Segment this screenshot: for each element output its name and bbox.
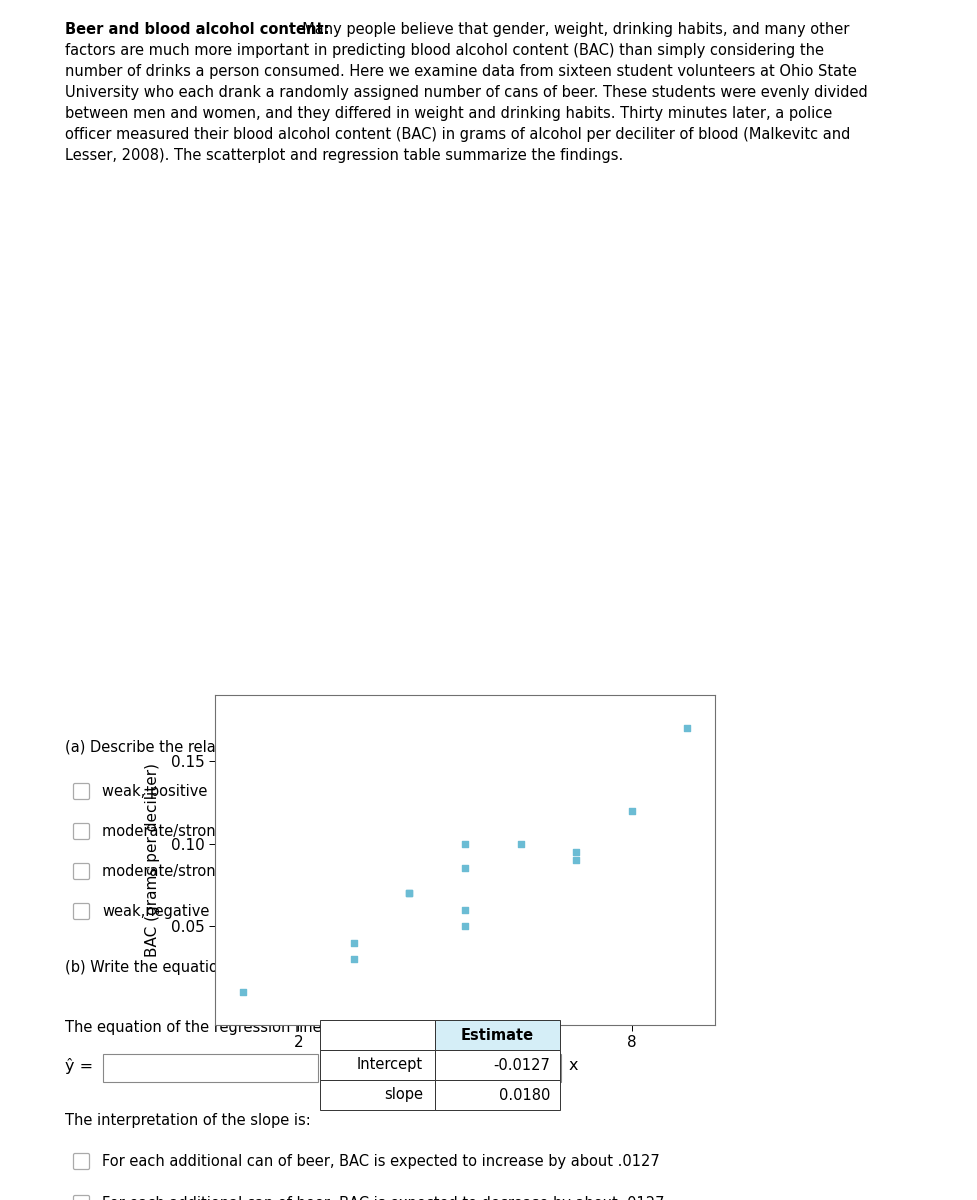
Text: University who each drank a randomly assigned number of cans of beer. These stud: University who each drank a randomly ass… <box>65 85 868 100</box>
Text: -0.0127: -0.0127 <box>493 1057 550 1073</box>
Bar <box>320 1080 435 1110</box>
Text: (a) Describe the relationship between the number of cans of beer (x) and BAC (y): (a) Describe the relationship between th… <box>65 740 668 755</box>
Point <box>457 917 473 936</box>
Bar <box>435 1020 560 1050</box>
Text: 0.0180: 0.0180 <box>499 1087 550 1103</box>
FancyBboxPatch shape <box>73 904 90 919</box>
Bar <box>435 1050 560 1080</box>
Text: Beer and blood alcohol content:: Beer and blood alcohol content: <box>65 22 329 37</box>
Point <box>569 851 584 870</box>
Point <box>513 834 529 853</box>
Text: (b) Write the equation of the regression line. Interpret the slope in context.: (b) Write the equation of the regression… <box>65 960 616 974</box>
Text: Intercept: Intercept <box>357 1057 423 1073</box>
Text: Estimate: Estimate <box>461 1027 534 1043</box>
Text: Lesser, 2008). The scatterplot and regression table summarize the findings.: Lesser, 2008). The scatterplot and regre… <box>65 148 623 163</box>
Text: factors are much more important in predicting blood alcohol content (BAC) than s: factors are much more important in predi… <box>65 43 824 58</box>
FancyBboxPatch shape <box>73 784 90 799</box>
FancyBboxPatch shape <box>73 864 90 880</box>
Bar <box>346 1054 561 1082</box>
Text: moderate/strong, positive: moderate/strong, positive <box>102 864 291 878</box>
Text: The interpretation of the slope is:: The interpretation of the slope is: <box>65 1114 311 1128</box>
Point <box>457 900 473 919</box>
FancyBboxPatch shape <box>73 823 90 840</box>
Point <box>457 859 473 878</box>
Point <box>346 949 361 968</box>
Point <box>402 883 417 902</box>
Y-axis label: BAC (grams per deciliter): BAC (grams per deciliter) <box>145 763 159 958</box>
Text: officer measured their blood alcohol content (BAC) in grams of alcohol per decil: officer measured their blood alcohol con… <box>65 127 850 142</box>
Bar <box>320 1020 435 1050</box>
Point <box>457 834 473 853</box>
Text: ŷ =: ŷ = <box>65 1058 93 1074</box>
FancyBboxPatch shape <box>73 1195 90 1200</box>
Text: moderate/strong, negative: moderate/strong, negative <box>102 824 298 839</box>
Text: between men and women, and they differed in weight and drinking habits. Thirty m: between men and women, and they differed… <box>65 106 832 121</box>
Text: Many people believe that gender, weight, drinking habits, and many other: Many people believe that gender, weight,… <box>293 22 849 37</box>
Point <box>346 932 361 952</box>
Point <box>624 800 640 820</box>
Text: slope: slope <box>384 1087 423 1103</box>
Text: x: x <box>569 1058 578 1073</box>
Text: weak, positive: weak, positive <box>102 784 207 799</box>
Text: The equation of the regression line is: The equation of the regression line is <box>65 1020 343 1034</box>
Text: For each additional can of beer, BAC is expected to increase by about .0127: For each additional can of beer, BAC is … <box>102 1154 659 1169</box>
Bar <box>103 1054 318 1082</box>
Point <box>679 719 695 738</box>
X-axis label: Cans of beer: Cans of beer <box>404 1058 527 1078</box>
Text: For each additional can of beer, BAC is expected to decrease by about .0127: For each additional can of beer, BAC is … <box>102 1196 664 1200</box>
Text: weak,negative: weak,negative <box>102 904 209 919</box>
Point <box>402 883 417 902</box>
Text: number of drinks a person consumed. Here we examine data from sixteen student vo: number of drinks a person consumed. Here… <box>65 64 857 79</box>
Point <box>569 842 584 862</box>
Text: (please do not round):: (please do not round): <box>350 1020 513 1034</box>
Point <box>234 983 250 1002</box>
Bar <box>320 1050 435 1080</box>
Text: +: + <box>328 1058 342 1073</box>
FancyBboxPatch shape <box>73 1153 90 1170</box>
Bar <box>435 1080 560 1110</box>
